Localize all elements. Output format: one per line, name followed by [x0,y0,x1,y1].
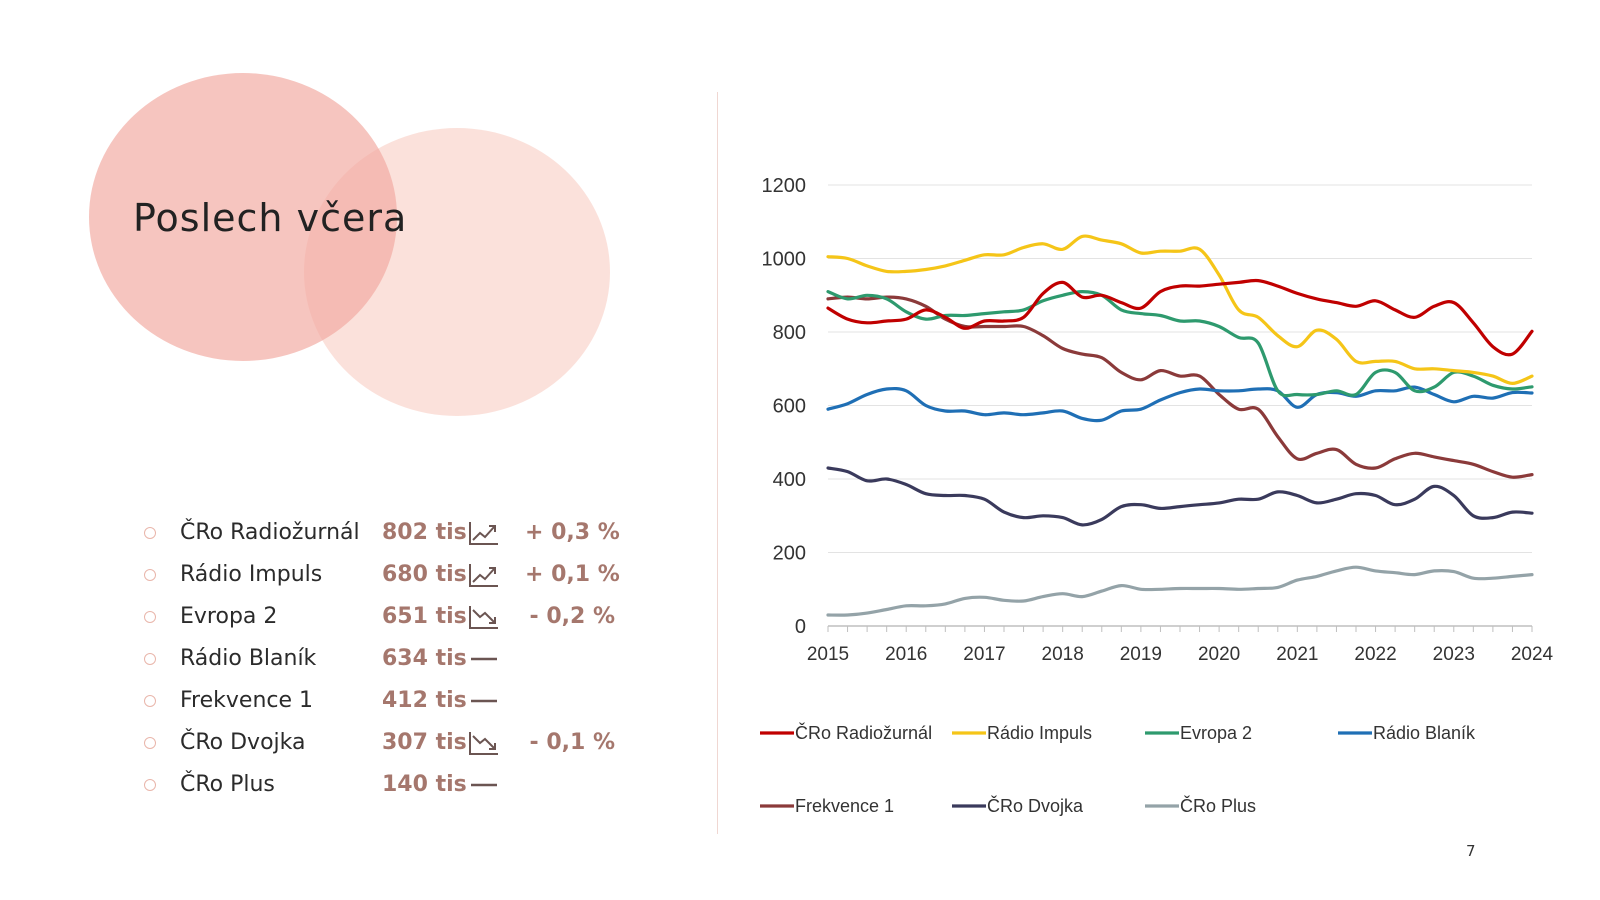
slide-title: Poslech včera [133,196,408,240]
series-line-cro-plus [826,565,1534,617]
station-change: + 0,3 % [525,520,620,545]
series-line-frekvence-1 [826,295,1534,479]
legend-label: Evropa 2 [1180,723,1252,743]
station-value: 651 tis [382,604,467,629]
x-tick-label: 2022 [1354,644,1396,665]
trend-flat-icon [471,783,497,787]
legend-label: Rádio Blaník [1373,723,1476,743]
list-item: ČRo Dvojka 307 tis - 0,1 % [140,725,640,761]
x-tick-label: 2020 [1198,644,1240,665]
series-line-cro-dvojka [826,466,1534,527]
station-name: ČRo Radiožurnál [180,520,360,545]
x-tick-label: 2017 [963,644,1005,665]
list-item: ČRo Plus 140 tis [140,767,640,803]
x-tick-label: 2024 [1511,644,1554,665]
line-chart: 0 200 400 600 800 1000 1200 2015 2016 2017 2018 201… [760,175,1554,816]
list-item: Evropa 2 651 tis - 0,2 % [140,599,640,635]
series-line-evropa-2 [826,290,1534,398]
trend-down-icon [469,606,498,629]
list-item: Rádio Impuls 680 tis + 0,1 % [140,557,640,593]
bullet-icon [144,611,156,623]
y-tick-label: 400 [773,469,806,491]
legend-label: ČRo Plus [1180,795,1256,816]
y-tick-label: 1000 [762,249,807,271]
legend-label: Frekvence 1 [795,796,894,816]
list-item: Rádio Blaník 634 tis [140,641,640,677]
bullet-icon [144,569,156,581]
station-change: + 0,1 % [525,562,620,587]
station-change: - 0,2 % [529,604,615,629]
bullet-icon [144,695,156,707]
legend-label: ČRo Dvojka [987,795,1084,816]
series-line-radio-blanik [826,385,1534,423]
station-name: Evropa 2 [180,604,278,629]
station-value: 802 tis [382,520,467,545]
x-tick-label: 2016 [885,644,927,665]
legend-label: ČRo Radiožurnál [795,722,932,743]
y-tick-label: 800 [773,322,806,344]
x-tick-label: 2023 [1433,644,1475,665]
y-tick-label: 1200 [762,175,807,197]
series-line-radio-impuls [826,234,1534,385]
bullet-icon [144,527,156,539]
station-change: - 0,1 % [529,730,615,755]
bullet-icon [144,653,156,665]
station-name: ČRo Dvojka [180,730,306,755]
x-tick-label: 2019 [1120,644,1162,665]
x-tick-label: 2015 [807,644,849,665]
trend-up-icon [469,564,498,587]
y-tick-label: 0 [795,616,806,638]
trend-flat-icon [471,657,497,661]
series-line-cro-radiozurnal [826,278,1534,357]
list-item: ČRo Radiožurnál 802 tis + 0,3 % [140,515,640,551]
bullet-icon [144,737,156,749]
station-value: 307 tis [382,730,467,755]
station-value: 140 tis [382,772,467,797]
x-tick-label: 2021 [1276,644,1318,665]
station-value: 412 tis [382,688,467,713]
trend-down-icon [469,732,498,755]
station-name: Frekvence 1 [180,688,314,713]
trend-flat-icon [471,699,497,703]
y-tick-label: 200 [773,543,806,565]
station-name: ČRo Plus [180,772,275,797]
page-number: 7 [1466,842,1476,860]
vertical-divider [717,92,718,834]
y-tick-label: 600 [773,396,806,418]
list-item: Frekvence 1 412 tis [140,683,640,719]
bullet-icon [144,779,156,791]
station-value: 680 tis [382,562,467,587]
legend-label: Rádio Impuls [987,723,1092,743]
decorative-circle-front [89,73,397,361]
trend-up-icon [469,522,498,545]
station-value: 634 tis [382,646,467,671]
x-tick-label: 2018 [1042,644,1084,665]
station-name: Rádio Impuls [180,562,323,587]
station-name: Rádio Blaník [180,646,317,671]
